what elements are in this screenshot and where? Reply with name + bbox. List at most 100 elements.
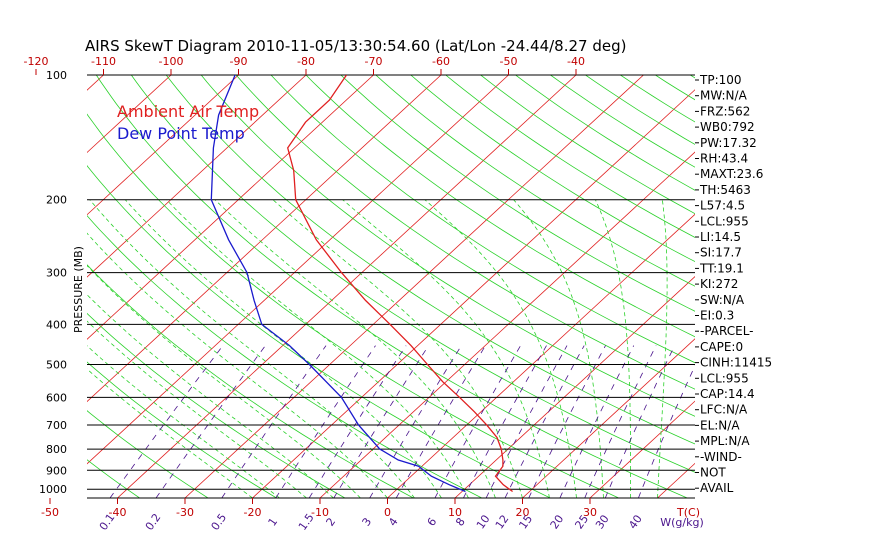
dry-adiabat: [270, 75, 695, 364]
top-temp-tick-label: -40: [567, 55, 585, 68]
stability-index-item: LCL:955: [700, 214, 749, 228]
pressure-tick-label: 600: [46, 391, 67, 404]
mixing-ratio-line: [434, 345, 521, 498]
stability-index-item: CINH:11415: [700, 356, 772, 370]
stability-index-item: TP:100: [699, 73, 742, 87]
moist-adiabat: [87, 294, 334, 498]
dry-adiabat: [410, 75, 695, 263]
stability-index-item: AVAIL: [700, 481, 734, 495]
dry-adiabat: [760, 75, 870, 498]
top-temp-tick-label: -50: [500, 55, 518, 68]
isotherm-line: [87, 75, 509, 465]
bottom-temp-tick-label: 20: [515, 506, 529, 519]
isotherm-line: [792, 75, 870, 498]
dry-adiabat: [87, 410, 209, 498]
legend-ambient-air-temp: Ambient Air Temp: [117, 102, 259, 121]
stability-index-item: SW:N/A: [700, 293, 745, 307]
chart-title: AIRS SkewT Diagram 2010-11-05/13:30:54.6…: [85, 37, 626, 55]
bottom-temp-tick-label: -10: [311, 506, 329, 519]
mixing-ratio-tick-label: 4: [386, 515, 401, 528]
mixing-ratio-tick-label: 0.5: [209, 511, 230, 533]
dry-adiabat: [655, 75, 695, 101]
moist-adiabat: [124, 199, 442, 498]
stability-index-item: NOT: [700, 466, 726, 480]
stability-index-item: MW:N/A: [700, 89, 748, 103]
top-temp-tick-label: -100: [159, 55, 184, 68]
isotherm-line: [117, 75, 577, 498]
mixing-ratio-tick-label: 3: [360, 515, 375, 528]
stability-index-item: KI:272: [700, 277, 738, 291]
bottom-temp-tick-label: -50: [41, 506, 59, 519]
moist-adiabat: [166, 199, 469, 498]
bottom-temp-tick-label: 0: [384, 506, 391, 519]
mixing-ratio-tick-label: 12: [493, 513, 512, 532]
bottom-temp-tick-label: -40: [109, 506, 127, 519]
mixing-ratio-line: [308, 345, 407, 498]
dry-adiabat: [95, 75, 688, 498]
isotherm-line: [387, 213, 695, 498]
top-temp-tick-label: -120: [24, 55, 49, 68]
moist-adiabat: [513, 199, 604, 498]
isotherm-line: [87, 75, 239, 216]
stability-index-item: -PARCEL-: [700, 324, 754, 338]
bottom-temp-tick-label: -30: [176, 506, 194, 519]
stability-index-item: MPL:N/A: [700, 434, 750, 448]
mixing-ratio-tick-label: 40: [626, 513, 645, 532]
pressure-tick-label: 400: [46, 318, 67, 331]
pressure-tick-label: 900: [46, 464, 67, 477]
dry-adiabat: [87, 264, 414, 498]
mixing-ratio-axis-label: W(g/kg): [660, 516, 704, 529]
pressure-tick-label: 300: [46, 267, 67, 280]
isotherm-line: [522, 338, 695, 498]
mixing-ratio-tick-label: 0.2: [143, 511, 164, 533]
mixing-ratio-line: [109, 345, 224, 498]
isotherm-line: [87, 75, 374, 340]
top-temp-tick-label: -110: [91, 55, 116, 68]
dry-adiabat: [87, 165, 551, 498]
mixing-ratio-line: [369, 345, 462, 498]
dry-adiabat: [795, 75, 870, 498]
dry-adiabat: [480, 75, 695, 215]
bottom-temp-tick-label: 10: [448, 506, 462, 519]
isotherm-line: [0, 75, 36, 498]
dry-adiabat: [165, 75, 695, 445]
dry-adiabat: [445, 75, 695, 238]
pressure-tick-label: 700: [46, 419, 67, 432]
top-temp-tick-label: -70: [365, 55, 383, 68]
mixing-ratio-line: [221, 345, 327, 498]
isotherm-line: [87, 75, 307, 278]
bottom-temp-tick-label: -20: [244, 506, 262, 519]
dry-adiabat: [375, 75, 695, 287]
top-temp-tick-label: -60: [432, 55, 450, 68]
dry-adiabat: [305, 75, 695, 338]
moist-adiabat: [87, 232, 388, 498]
dry-adiabat: [235, 75, 695, 390]
mixing-ratio-line: [604, 345, 675, 498]
stability-index-item: LCL:955: [700, 371, 749, 385]
background-lines: [0, 75, 870, 498]
isotherm-line: [87, 75, 104, 91]
mixing-ratio-tick-label: 2: [324, 515, 339, 528]
dry-adiabat: [865, 75, 870, 498]
mixing-ratio-line: [528, 345, 606, 498]
isotherm-line: [454, 276, 695, 498]
stability-index-item: EL:N/A: [700, 418, 740, 432]
mixing-ratio-line: [559, 345, 635, 498]
stability-index-item: LFC:N/A: [700, 403, 748, 417]
stability-index-item: TH:5463: [699, 183, 751, 197]
stability-index-item: TT:19.1: [699, 261, 744, 275]
dry-adiabat: [515, 75, 695, 191]
moist-adiabat: [87, 345, 280, 498]
dry-adiabat: [550, 75, 695, 168]
y-axis-label: PRESSURE (MB): [72, 246, 85, 333]
mixing-ratio-line: [638, 364, 695, 498]
pressure-tick-label: 500: [46, 359, 67, 372]
temperature-profile-line: [286, 75, 513, 493]
pressure-tick-label: 100: [46, 69, 67, 82]
dry-adiabat: [340, 75, 695, 312]
mixing-ratio-line: [395, 345, 486, 498]
mixing-ratio-tick-label: 1: [266, 515, 281, 528]
stability-index-item: MAXT:23.6: [700, 167, 763, 181]
mixing-ratio-line: [504, 345, 585, 498]
